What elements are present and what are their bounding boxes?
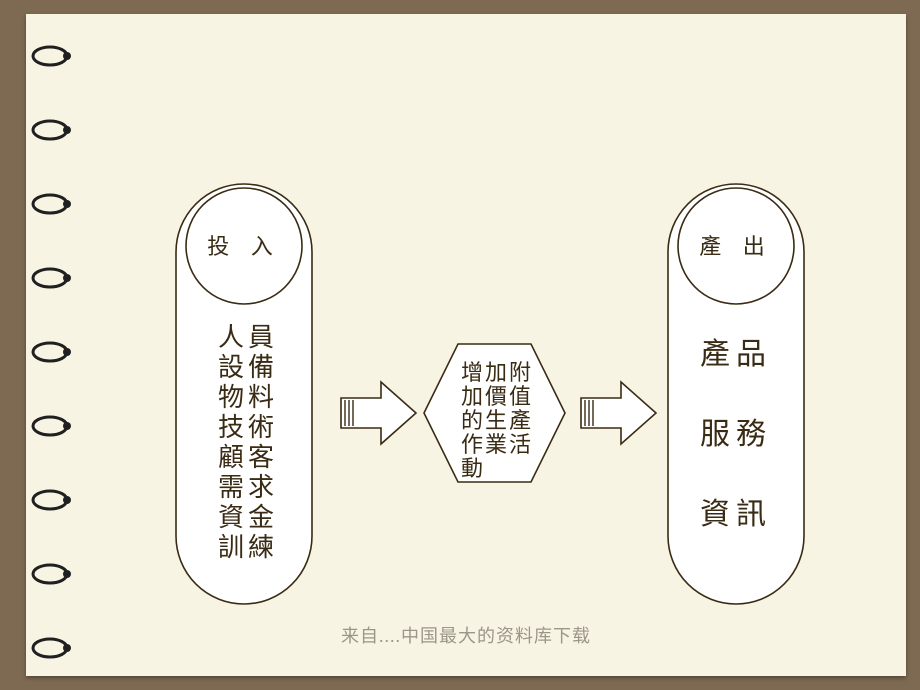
input-item: 資金 <box>218 503 278 532</box>
input-item: 設備 <box>218 353 278 382</box>
arrow-right-icon <box>341 382 416 444</box>
input-item: 技術 <box>218 413 278 442</box>
output-capsule: 產 出 產品 服務 資訊 <box>668 184 804 604</box>
output-item: 服務 <box>700 418 772 451</box>
input-item: 人員 <box>218 323 278 352</box>
slide-root: 投 入 人員 設備 物料 技術 顧客 需求 資金 訓練 增加附 <box>0 0 920 690</box>
input-item: 訓練 <box>218 533 278 562</box>
diagram-canvas: 投 入 人員 設備 物料 技術 顧客 需求 資金 訓練 增加附 <box>26 14 906 676</box>
process-line: 增加附 <box>461 360 533 385</box>
paper: 投 入 人員 設備 物料 技術 顧客 需求 資金 訓練 增加附 <box>26 14 906 676</box>
footer-text: 来自....中国最大的资料库下载 <box>26 622 906 648</box>
output-item: 產品 <box>700 338 772 371</box>
output-item: 資訊 <box>700 498 772 531</box>
input-item: 物料 <box>218 383 278 412</box>
process-line: 動 <box>461 456 485 481</box>
input-item: 需求 <box>218 473 278 502</box>
input-capsule: 投 入 人員 設備 物料 技術 顧客 需求 資金 訓練 <box>176 184 312 604</box>
input-title: 投 入 <box>207 234 281 259</box>
input-item: 顧客 <box>218 443 278 472</box>
process-line: 加價值 <box>461 384 533 409</box>
process-hexagon: 增加附 加價值 的生產 作業活 動 <box>424 344 565 482</box>
process-line: 作業活 <box>461 432 533 457</box>
arrow-right-icon <box>581 382 656 444</box>
process-line: 的生產 <box>461 408 533 433</box>
output-title: 產 出 <box>699 234 773 259</box>
